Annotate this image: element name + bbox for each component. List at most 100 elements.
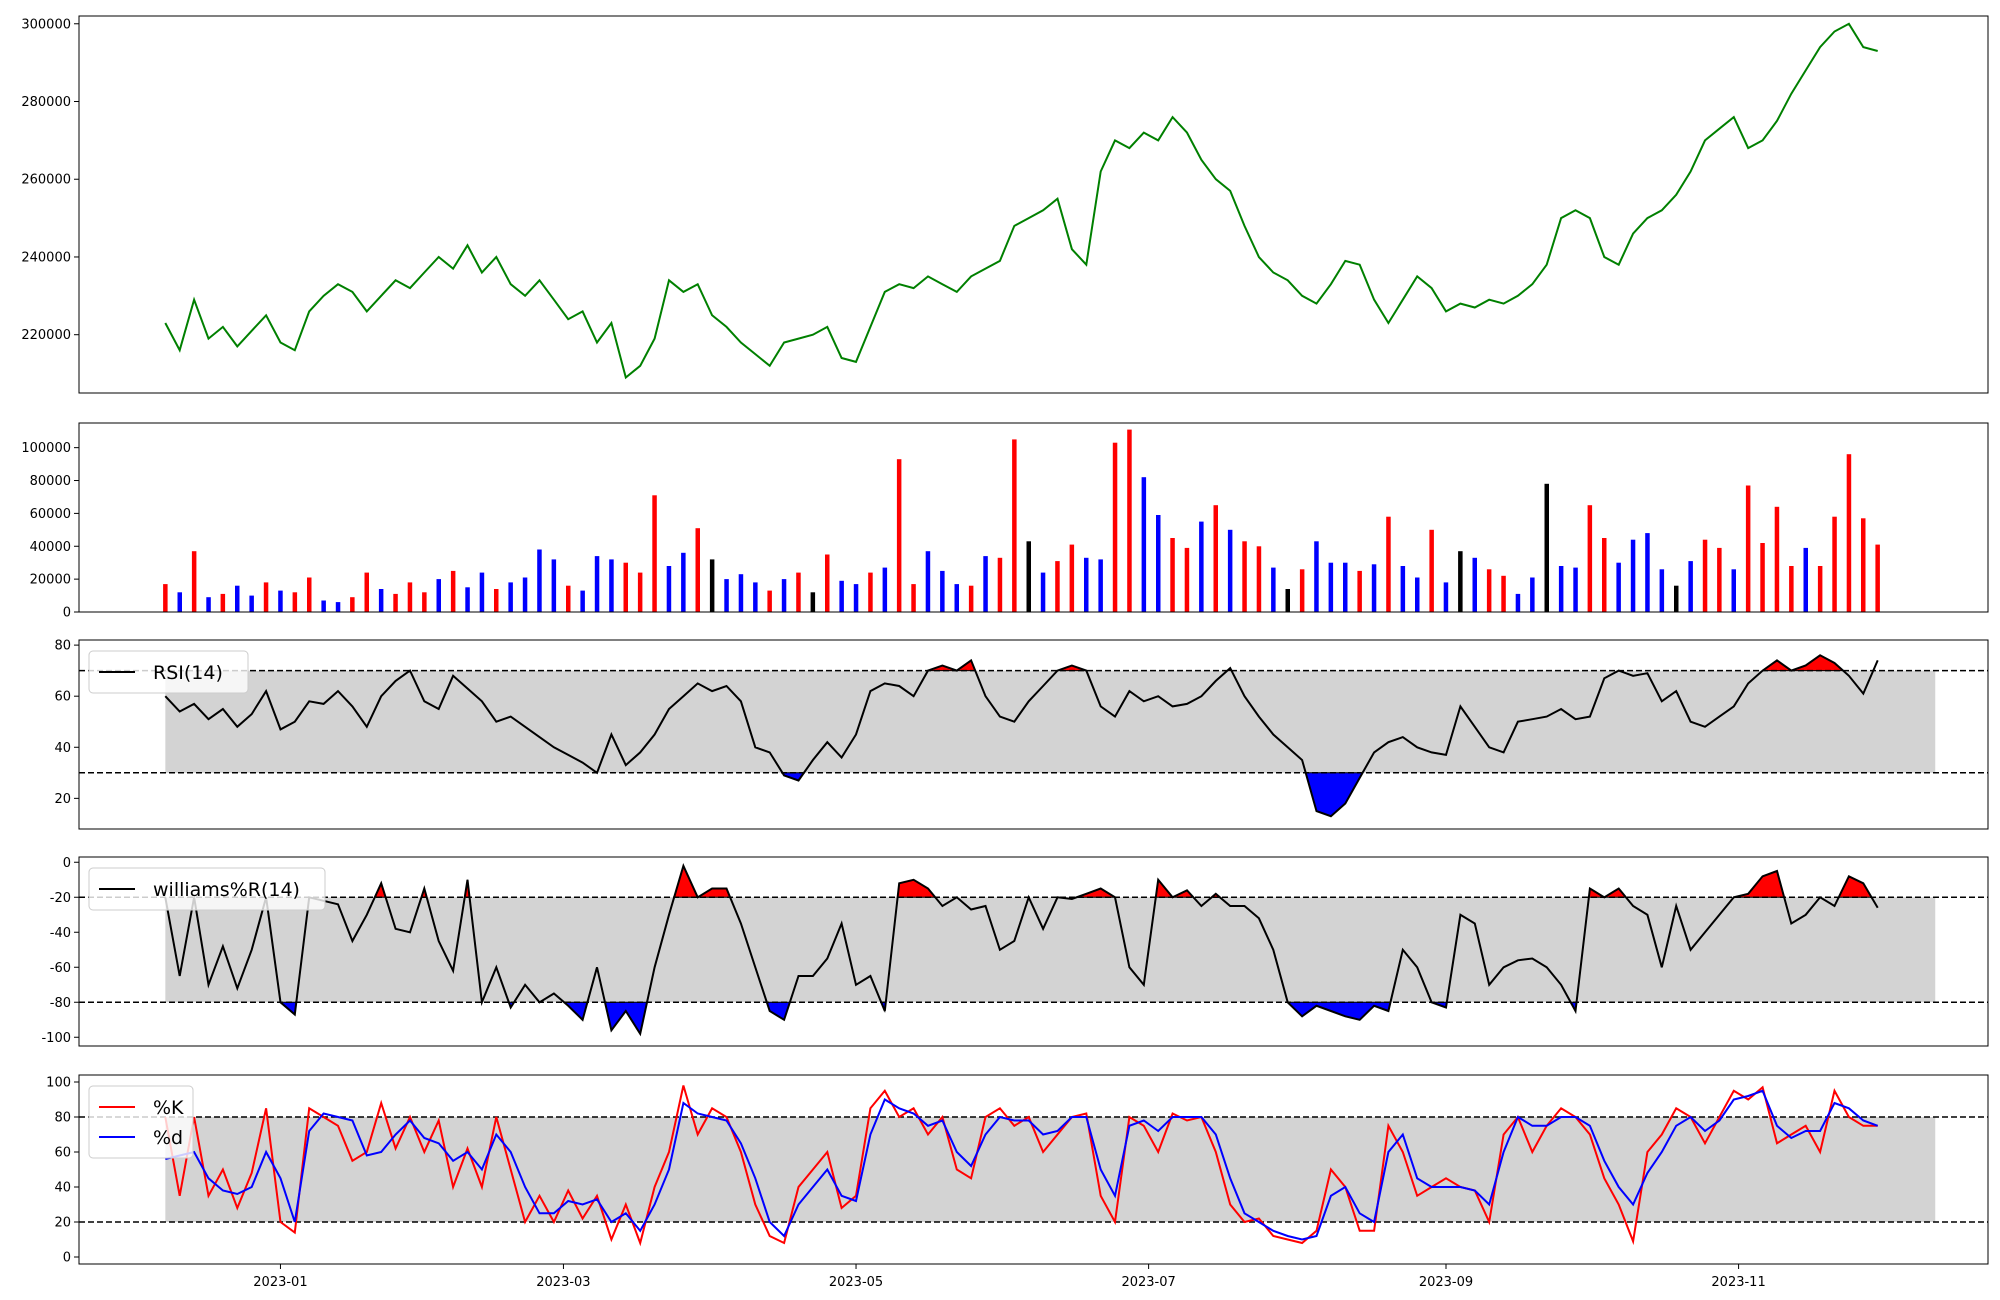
rsi-panel: 20 40 60 80 RSI(14) [54,639,1989,830]
volume-bar [522,577,528,612]
stochastic-ytick-label: 20 [54,1216,71,1231]
volume-bar [652,495,657,612]
volume-bar [1817,566,1823,612]
volume-bar [191,551,197,612]
stochastic-ytick-label: 100 [46,1076,71,1091]
volume-bar [292,592,298,612]
volume-bar [709,559,715,612]
volume-bar [566,585,571,612]
price-ytick-label: 300000 [21,17,71,32]
volume-bar [335,602,341,612]
volume-bar [1731,569,1736,612]
volume-bar [1429,529,1434,612]
x-tick-label: 2023-07 [1121,1275,1175,1290]
volume-bar [1371,564,1377,612]
price-ytick-label: 240000 [21,250,71,265]
price-ytick-label: 260000 [21,173,71,188]
price-ytick-label: 280000 [21,95,71,110]
volume-bar [1803,547,1808,612]
volume-bar [1127,429,1132,612]
williams-ytick-label: -20 [50,891,71,906]
volume-bar [1645,533,1650,612]
volume-bar [1659,569,1665,612]
volume-bar [609,559,614,612]
williams-panel: -100 -80 -60 -40 -20 0 williams%R(14) [41,856,1989,1047]
volume-bar [1184,547,1190,612]
volume-bar [1415,577,1420,612]
volume-bar [1314,541,1319,612]
stochastic-ytick-label: 80 [54,1111,71,1126]
price-ytick-label: 220000 [21,328,71,343]
volume-bar [422,592,427,612]
x-tick-label: 2023-03 [536,1275,590,1290]
stochastic-legend-box [88,1085,194,1159]
williams-frame [78,856,1989,1047]
x-tick-label: 2023-11 [1711,1275,1765,1290]
volume-bar [235,585,240,612]
volume-bar [1616,562,1621,612]
volume-bar [1674,585,1679,612]
volume-bar [868,572,873,612]
stochastic-line-d [165,1089,1879,1241]
volume-bar [393,593,398,612]
stochastic-legend-label: %d [153,1127,183,1149]
volume-ytick-label: 100000 [21,441,71,456]
volume-bar [1400,566,1406,612]
volume-bar [954,584,959,612]
x-tick-label: 2023-01 [253,1275,307,1290]
volume-bar [1486,569,1492,612]
volume-bar [206,597,211,612]
volume-bar [551,559,557,612]
x-tick-label: 2023-09 [1419,1275,1473,1290]
volume-bar [450,570,456,612]
volume-bar [839,580,844,612]
williams-ytick-label: -40 [50,926,71,941]
williams-overbought-fill [1733,870,1785,898]
volume-bar [479,572,485,612]
volume-bar [1745,485,1751,612]
volume-bar [940,570,945,612]
volume-bar [1702,539,1708,612]
volume-bar [997,557,1003,612]
volume-bar [1630,539,1636,612]
volume-bar [623,562,628,612]
volume-bar [1846,454,1852,612]
volume-bar [1875,544,1880,612]
williams-overbought-fill [695,888,731,898]
stochastic-ytick-label: 0 [63,1251,71,1266]
volume-bar [594,556,600,612]
rsi-oversold-fill [1305,772,1364,817]
volume-bar [1472,557,1477,612]
rsi-legend-label: RSI(14) [153,662,223,684]
volume-bar [1098,559,1103,612]
volume-ytick-label: 40000 [30,540,71,555]
volume-ytick-label: 60000 [30,507,71,522]
volume-bar [1141,477,1147,612]
volume-bar [249,595,254,612]
volume-bar [1688,561,1693,612]
volume-bar [1357,570,1362,612]
volume-bar [364,572,369,612]
volume-bar [753,582,758,612]
volume-bar [1558,566,1564,612]
volume-bar [1055,561,1060,612]
stochastic-ytick-label: 40 [54,1181,71,1196]
volume-bar [1458,551,1463,612]
volume-bar [1832,516,1837,612]
volume-bar [983,556,988,612]
volume-bar [882,567,888,612]
volume-bar [1156,515,1161,612]
volume-bar [1328,562,1334,612]
stochastic-panel: 0 20 40 60 80 100 %K %d 2023-01 2023-03 2023-05 202… [46,1074,1989,1290]
volume-bar [407,582,413,612]
williams-ytick-label: -60 [50,961,71,976]
volume-panel: 0 20000 40000 60000 80000 100000 [21,422,1989,621]
volume-bar [1112,442,1118,612]
williams-legend-box [88,867,326,911]
volume-bar [695,528,700,612]
volume-bar [177,592,182,612]
volume-bar [1760,543,1765,612]
volume-bar [1012,439,1017,612]
volume-bar [1861,518,1866,612]
volume-bar [494,589,499,612]
